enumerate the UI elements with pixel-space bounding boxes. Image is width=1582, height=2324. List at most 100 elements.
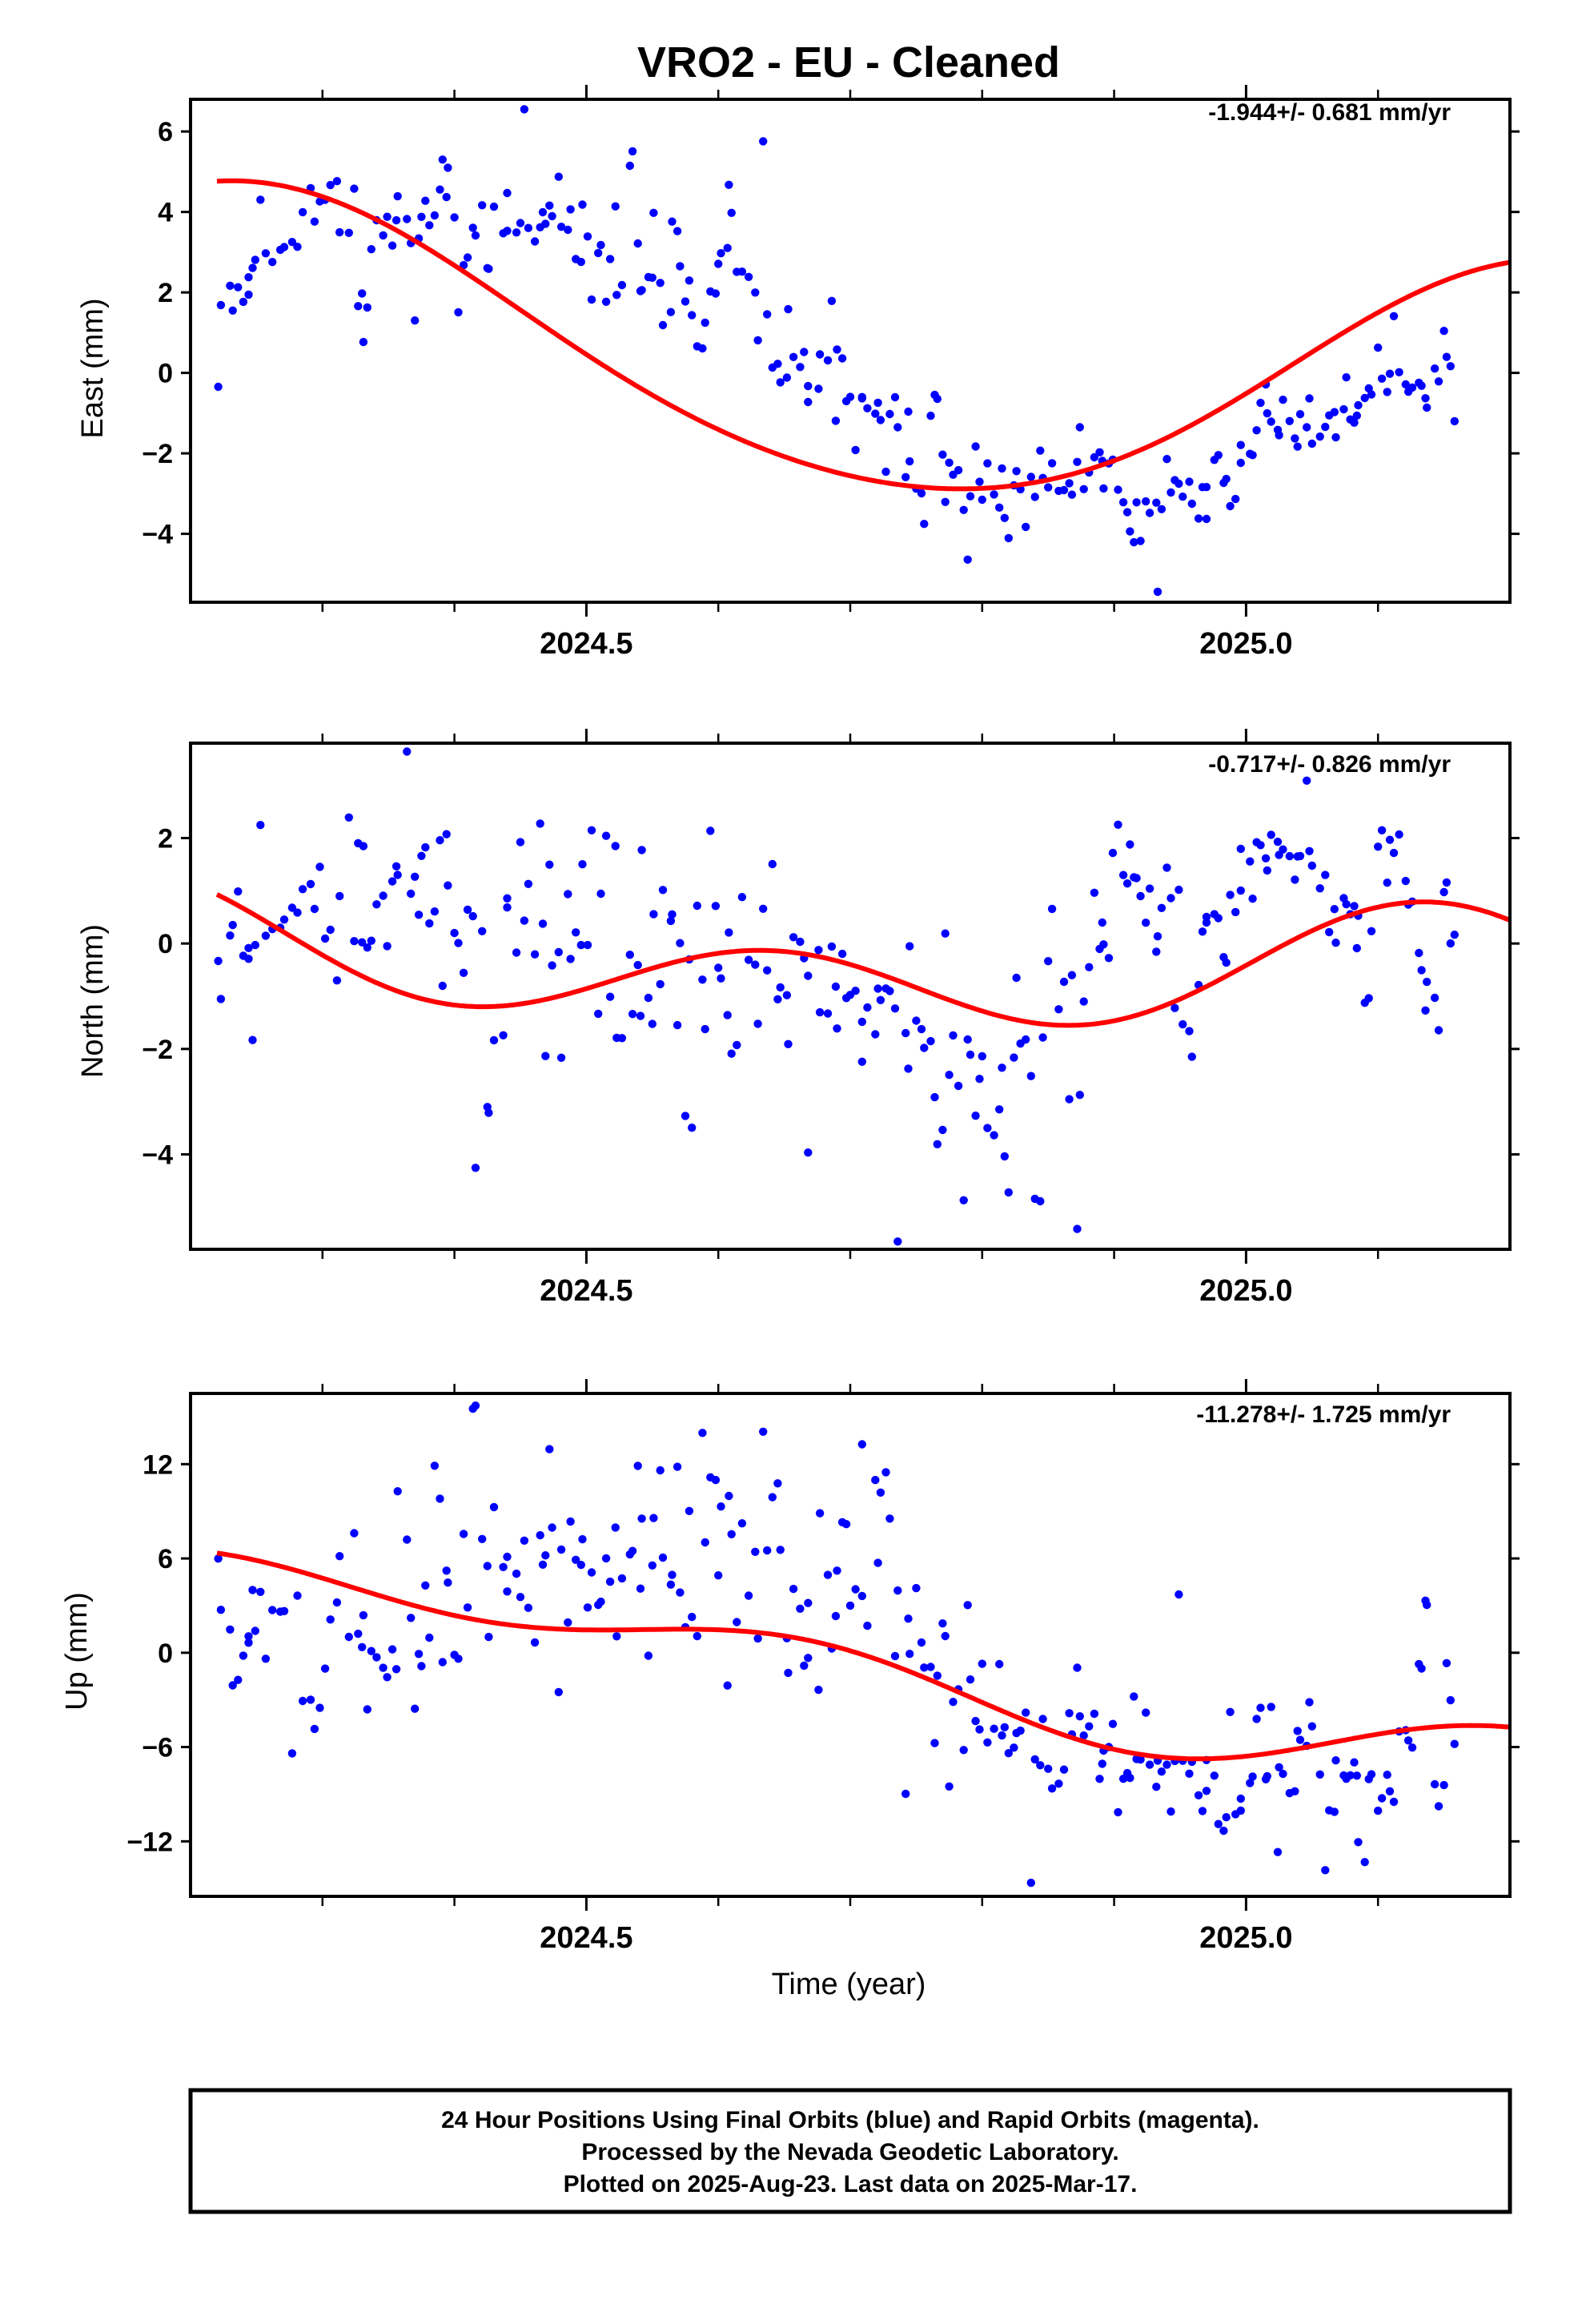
east-data-point bbox=[1166, 488, 1175, 497]
north-data-point bbox=[1012, 973, 1021, 983]
east-data-point bbox=[737, 267, 747, 276]
north-data-point bbox=[666, 916, 676, 926]
up-data-point bbox=[723, 1681, 732, 1690]
up-data-point bbox=[306, 1695, 315, 1704]
east-data-point bbox=[837, 354, 847, 363]
north-data-point bbox=[751, 960, 760, 969]
up-data-point bbox=[489, 1502, 499, 1512]
north-data-point bbox=[436, 836, 444, 845]
north-data-point bbox=[478, 927, 487, 936]
up-data-point bbox=[279, 1606, 289, 1616]
up-data-point bbox=[1248, 1772, 1257, 1781]
east-data-point bbox=[890, 392, 900, 402]
up-data-point bbox=[823, 1570, 833, 1579]
north-data-point bbox=[1331, 939, 1340, 947]
up-data-point bbox=[698, 1429, 707, 1437]
north-data-point bbox=[975, 1075, 984, 1084]
east-data-point bbox=[287, 238, 297, 247]
up-data-point bbox=[444, 1578, 452, 1587]
north-data-point bbox=[873, 984, 882, 993]
north-data-point bbox=[693, 901, 701, 911]
up-data-point bbox=[768, 1493, 777, 1502]
north-data-point bbox=[1385, 835, 1395, 844]
up-data-point bbox=[326, 1615, 335, 1624]
north-data-point bbox=[1067, 971, 1077, 979]
east-data-point bbox=[789, 352, 798, 361]
north-data-point bbox=[383, 942, 391, 951]
north-data-point bbox=[815, 1007, 825, 1017]
up-data-point bbox=[478, 1534, 487, 1544]
up-fit-curve bbox=[216, 1550, 1511, 1762]
north-data-point bbox=[633, 960, 642, 970]
north-data-point bbox=[520, 916, 529, 925]
north-data-point bbox=[959, 1196, 968, 1205]
up-data-point bbox=[1202, 1787, 1211, 1795]
north-data-point bbox=[256, 821, 265, 830]
north-data-point bbox=[578, 860, 587, 869]
up-data-point bbox=[1022, 1708, 1030, 1717]
up-data-point bbox=[310, 1724, 319, 1734]
up-data-point bbox=[800, 1661, 809, 1671]
north-data-point bbox=[320, 934, 330, 943]
up-data-point bbox=[1279, 1769, 1287, 1779]
east-data-point bbox=[1321, 422, 1330, 432]
east-data-point bbox=[503, 188, 512, 198]
east-data-point bbox=[804, 381, 813, 391]
up-data-point bbox=[572, 1555, 580, 1565]
north-data-point bbox=[1305, 846, 1314, 856]
up-data-point bbox=[1198, 1807, 1207, 1815]
north-data-point bbox=[733, 1040, 741, 1050]
north-data-point bbox=[1434, 1026, 1443, 1035]
up-data-point bbox=[1377, 1794, 1387, 1803]
north-data-point bbox=[1352, 943, 1362, 953]
up-data-point bbox=[759, 1427, 768, 1437]
east-data-point bbox=[1130, 537, 1138, 547]
up-data-point bbox=[1423, 1600, 1431, 1610]
up-data-point bbox=[335, 1552, 344, 1561]
north-data-point bbox=[1246, 857, 1255, 866]
north-data-point bbox=[214, 956, 223, 966]
east-data-point bbox=[1352, 411, 1362, 420]
east-data-point bbox=[714, 259, 723, 268]
north-data-point bbox=[556, 1053, 566, 1063]
north-data-point bbox=[1430, 993, 1439, 1003]
up-data-point bbox=[901, 1789, 910, 1799]
east-data-point bbox=[1439, 327, 1448, 336]
north-data-point bbox=[905, 942, 914, 951]
up-data-point bbox=[926, 1663, 935, 1671]
north-data-point bbox=[1185, 1027, 1194, 1035]
up-data-point bbox=[978, 1659, 987, 1668]
up-data-point bbox=[471, 1401, 480, 1410]
north-data-point bbox=[1126, 840, 1134, 849]
north-data-point bbox=[1236, 886, 1246, 895]
east-fit-curve bbox=[216, 178, 1511, 492]
east-data-point bbox=[430, 211, 440, 220]
east-data-point bbox=[1075, 423, 1085, 432]
east-data-point bbox=[596, 240, 605, 250]
up-data-point bbox=[725, 1491, 733, 1501]
north-data-point bbox=[1108, 848, 1118, 858]
up-data-point bbox=[1026, 1878, 1036, 1888]
east-data-point bbox=[857, 392, 867, 401]
up-data-point bbox=[648, 1561, 656, 1570]
up-data-point bbox=[920, 1663, 929, 1672]
up-data-point bbox=[541, 1551, 550, 1560]
east-data-point bbox=[990, 490, 998, 499]
north-data-point bbox=[1377, 826, 1387, 835]
north-data-point bbox=[1273, 838, 1283, 846]
east-data-point bbox=[471, 231, 480, 240]
north-data-point bbox=[998, 1063, 1006, 1072]
up-data-point bbox=[1214, 1819, 1223, 1828]
up-data-point bbox=[554, 1687, 563, 1697]
north-data-point bbox=[1136, 891, 1145, 901]
east-data-point bbox=[959, 505, 968, 514]
east-data-point bbox=[298, 207, 307, 217]
north-data-point bbox=[698, 975, 707, 984]
up-data-point bbox=[1330, 1807, 1339, 1816]
north-data-point bbox=[1374, 842, 1383, 851]
east-data-point bbox=[417, 212, 426, 221]
east-data-point bbox=[1256, 398, 1265, 408]
east-data-point bbox=[1236, 440, 1246, 449]
north-data-point bbox=[350, 937, 359, 946]
north-data-point bbox=[1166, 894, 1175, 903]
